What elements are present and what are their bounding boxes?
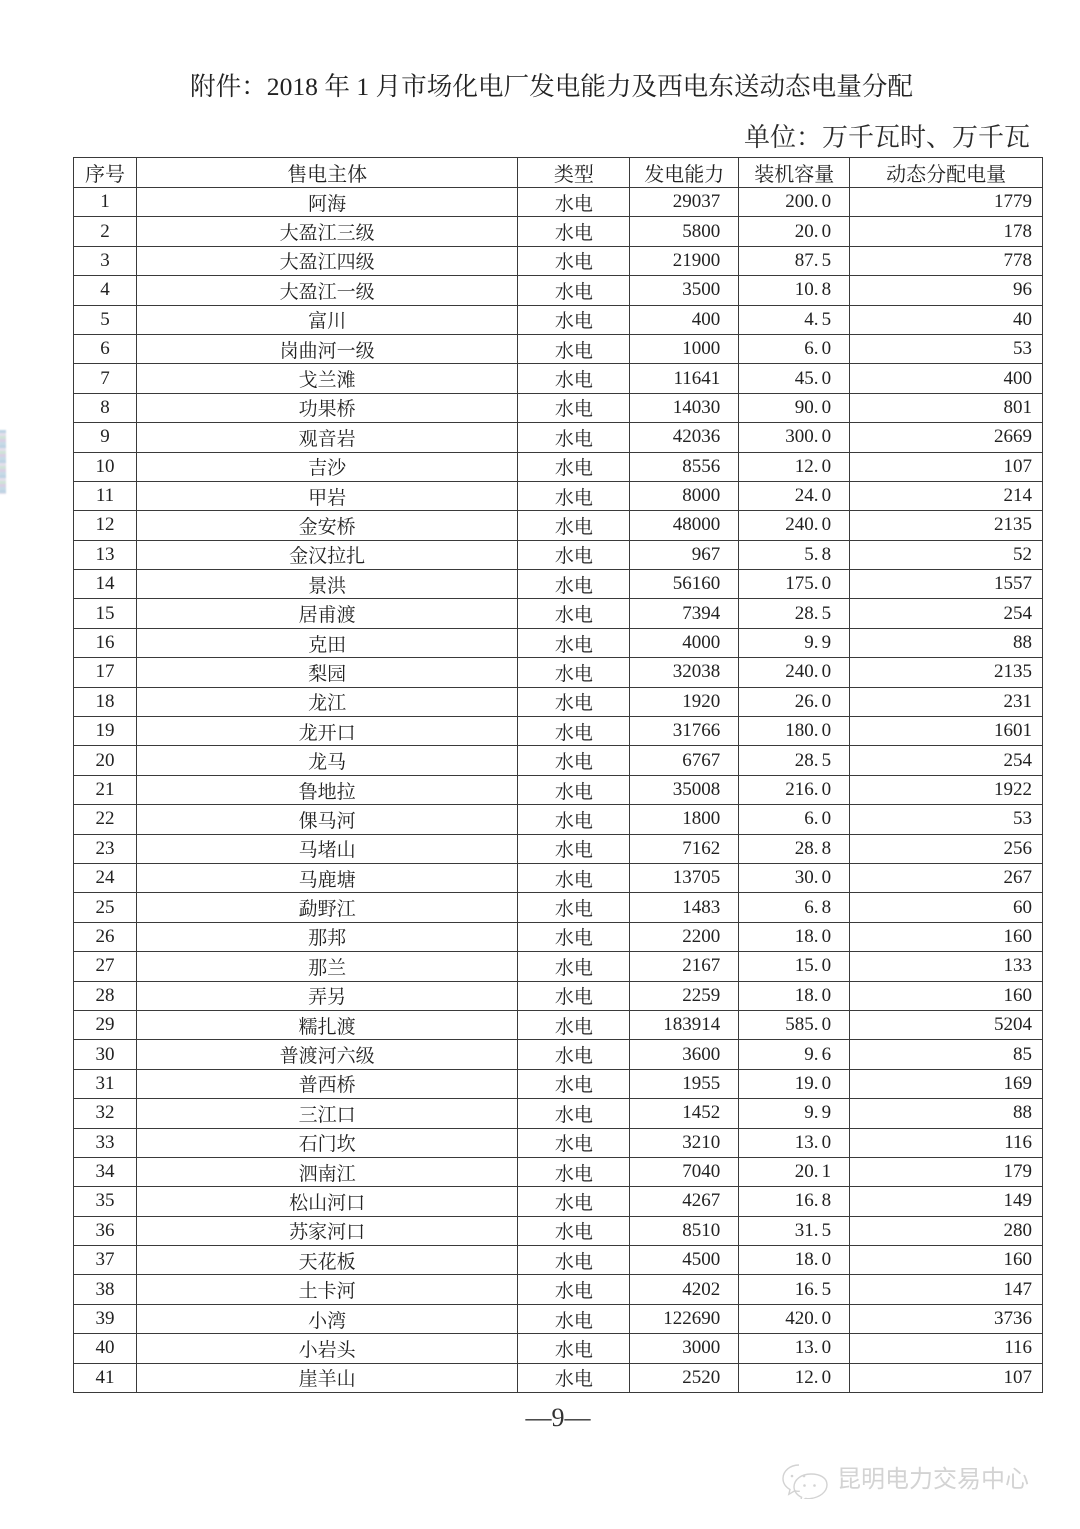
svg-text:昆明电力交易中心: 昆明电力交易中心 (837, 1466, 1029, 1493)
